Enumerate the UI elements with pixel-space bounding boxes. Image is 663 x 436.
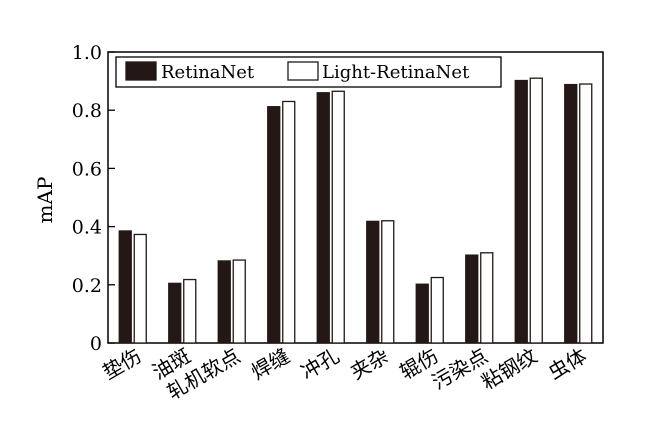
y-tick-label: 0.6 [72,158,102,180]
y-tick-label: 0.4 [72,217,102,239]
bar-retinanet [168,282,182,344]
bar-retinanet [267,106,281,344]
y-axis-title: mAP [33,177,57,224]
legend-label: RetinaNet [161,62,255,83]
bar-light-retinanet [282,100,296,344]
bars [118,77,593,344]
plot-frame [107,51,604,344]
legend-swatch [125,61,157,81]
bar-light-retinanet [579,83,593,344]
x-category-label: 冲孔 [297,344,344,385]
bar-light-retinanet [480,252,494,344]
plot-area [107,51,604,344]
bar-light-retinanet [381,220,395,344]
x-category-label: 垫伤 [99,344,146,385]
x-category-label: 虫体 [544,344,591,385]
legend-swatch [287,61,319,81]
y-tick-label: 0.2 [72,275,102,297]
bar-light-retinanet [430,276,444,344]
bar-retinanet [465,254,479,344]
legend: RetinaNet Light-RetinaNet [115,56,502,88]
bar-retinanet [118,230,132,344]
bar-light-retinanet [133,233,147,344]
x-category-label: 夹杂 [346,344,393,385]
y-tick-label: 1.0 [72,42,102,64]
bar-retinanet [415,283,429,344]
bar-light-retinanet [331,90,345,344]
x-category-label: 污染点 [428,344,492,395]
bar-retinanet [217,260,231,344]
y-tick-label: 0.8 [72,100,102,122]
legend-label: Light-RetinaNet [322,62,470,83]
x-category-label: 粘钢纹 [477,344,541,395]
y-axis-ticks: 0 0.2 0.4 0.6 0.8 1.0 [72,42,115,355]
bar-light-retinanet [529,77,543,344]
y-tick-label: 0 [90,333,102,355]
bar-retinanet [366,220,380,344]
bar-light-retinanet [232,259,246,344]
bar-retinanet [564,83,578,344]
bar-retinanet [514,79,528,344]
x-category-label: 焊缝 [247,344,294,385]
bar-retinanet [316,92,330,344]
bar-light-retinanet [183,278,197,344]
